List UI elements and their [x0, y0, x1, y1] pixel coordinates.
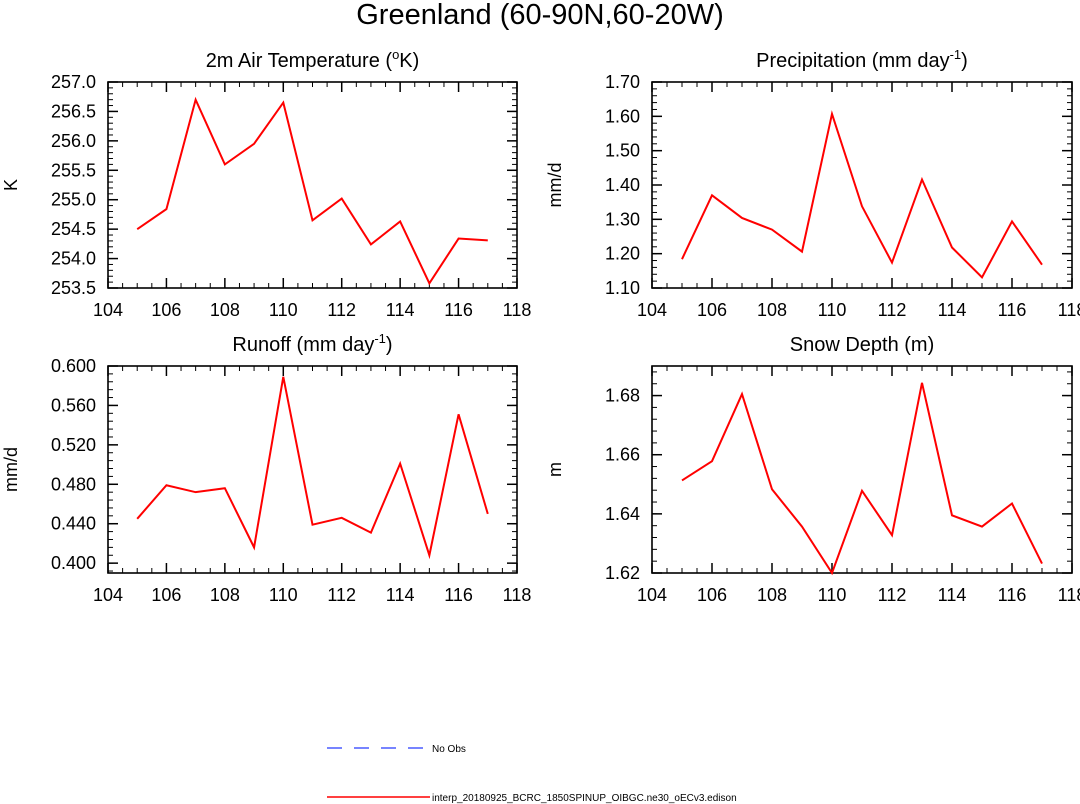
- x-tick-label: 106: [697, 585, 727, 605]
- plot-frame: [651, 365, 1073, 574]
- series-line-0: [136, 96, 488, 286]
- y-tick-label: 1.10: [605, 278, 640, 298]
- x-tick-label: 110: [818, 585, 847, 605]
- y-tick-label: 0.440: [51, 514, 96, 534]
- plot-frame: [107, 81, 518, 289]
- y-tick-label: 1.40: [605, 175, 640, 195]
- y-tick-label: 254.5: [51, 219, 96, 239]
- chart-panel-2: Runoff (mm day-1) mm/d 104 106 108 110 112 114 1…: [1, 331, 531, 605]
- panel-title-superscript: -1: [374, 331, 386, 346]
- y-tick-label: 1.20: [605, 244, 640, 264]
- panel-title-3: Snow Depth (m): [790, 334, 935, 356]
- y-tick-label: 1.64: [605, 504, 640, 524]
- y-tick-label: 1.68: [605, 386, 640, 406]
- y-axis-label-2: mm/d: [1, 447, 21, 492]
- panel-title-0: 2m Air Temperature (oK): [206, 47, 420, 72]
- y-tick-label: 0.560: [51, 395, 96, 415]
- legend-label-model: interp_20180925_BCRC_1850SPINUP_OIBGC.ne…: [432, 793, 737, 804]
- chart-panel-3: Snow Depth (m) m 104 106 108 110 112 114 116 118 1…: [545, 334, 1080, 605]
- panel-title-2: Runoff (mm day-1): [232, 331, 392, 356]
- x-tick-label: 106: [151, 585, 181, 605]
- y-tick-label: 1.50: [605, 141, 640, 161]
- y-tick-label: 254.0: [51, 249, 96, 269]
- x-tick-label: 116: [998, 585, 1027, 605]
- x-tick-label: 104: [637, 300, 667, 320]
- x-tick-label: 112: [327, 300, 356, 320]
- x-tick-label: 114: [938, 585, 967, 605]
- panel-title-suffix: ): [386, 334, 393, 356]
- x-tick-label: 112: [878, 300, 907, 320]
- figure-title: Greenland (60-90N,60-20W): [356, 0, 724, 31]
- y-tick-label: 0.600: [51, 356, 96, 376]
- y-axis-label-3: m: [545, 462, 565, 477]
- x-tick-label: 112: [327, 585, 356, 605]
- x-tick-label: 114: [386, 585, 415, 605]
- x-tick-label: 118: [1058, 585, 1080, 605]
- x-tick-label: 116: [444, 300, 473, 320]
- y-tick-label: 257.0: [51, 72, 96, 92]
- x-tick-label: 104: [93, 300, 123, 320]
- panel-title-text: Runoff (mm day: [232, 334, 374, 356]
- panel-title-superscript: -1: [950, 47, 962, 62]
- x-tick-label: 118: [1058, 300, 1080, 320]
- x-tick-label: 114: [386, 300, 415, 320]
- panel-title-suffix: ): [961, 50, 968, 72]
- chart-panel-1: Precipitation (mm day-1) mm/d 104 106 108 110…: [545, 47, 1080, 320]
- panel-title-text: 2m Air Temperature (: [206, 50, 393, 72]
- series-line-0: [136, 376, 489, 560]
- y-tick-label: 0.520: [51, 435, 96, 455]
- panel-title-superscript: o: [392, 47, 399, 62]
- y-tick-label: 1.62: [605, 563, 640, 583]
- y-tick-label: 256.0: [51, 131, 96, 151]
- legend-label-no-obs: No Obs: [432, 744, 466, 755]
- x-tick-label: 104: [93, 585, 123, 605]
- y-axis-label-1: mm/d: [545, 163, 565, 208]
- x-tick-label: 110: [269, 585, 298, 605]
- x-tick-label: 108: [757, 585, 787, 605]
- y-tick-label: 1.30: [605, 209, 640, 229]
- series-line-0: [681, 110, 1043, 280]
- y-tick-label: 1.60: [605, 106, 640, 126]
- y-tick-label: 1.70: [605, 72, 640, 92]
- y-tick-label: 256.5: [51, 101, 96, 121]
- y-tick-label: 0.400: [51, 553, 96, 573]
- panel-title-suffix: K): [399, 50, 419, 72]
- panels: 2m Air Temperature (oK) K 104 106 108 110 112 1…: [1, 47, 1080, 605]
- x-tick-label: 108: [757, 300, 787, 320]
- plot-frame: [107, 365, 518, 574]
- chart-panel-0: 2m Air Temperature (oK) K 104 106 108 110 112 1…: [1, 47, 531, 320]
- y-tick-label: 253.5: [51, 278, 96, 298]
- plot-frame: [651, 81, 1073, 289]
- legend: No Obs interp_20180925_BCRC_1850SPINUP_O…: [327, 744, 737, 804]
- x-tick-label: 116: [998, 300, 1027, 320]
- panel-title-text: Precipitation (mm day: [756, 50, 949, 72]
- panel-title-1: Precipitation (mm day-1): [756, 47, 968, 72]
- x-tick-label: 104: [637, 585, 667, 605]
- y-tick-label: 1.66: [605, 445, 640, 465]
- x-tick-label: 108: [210, 300, 240, 320]
- x-tick-label: 106: [151, 300, 181, 320]
- x-tick-label: 110: [269, 300, 298, 320]
- x-tick-label: 114: [938, 300, 967, 320]
- y-tick-label: 255.0: [51, 190, 96, 210]
- x-tick-label: 110: [818, 300, 847, 320]
- x-tick-label: 118: [503, 585, 532, 605]
- y-tick-label: 0.480: [51, 474, 96, 494]
- x-tick-label: 112: [878, 585, 907, 605]
- x-tick-label: 106: [697, 300, 727, 320]
- series-line-0: [681, 382, 1043, 576]
- x-tick-label: 116: [444, 585, 473, 605]
- y-axis-label-0: K: [1, 179, 21, 191]
- x-tick-label: 118: [503, 300, 532, 320]
- y-tick-label: 255.5: [51, 160, 96, 180]
- panel-title-text: Snow Depth (m): [790, 334, 935, 356]
- x-tick-label: 108: [210, 585, 240, 605]
